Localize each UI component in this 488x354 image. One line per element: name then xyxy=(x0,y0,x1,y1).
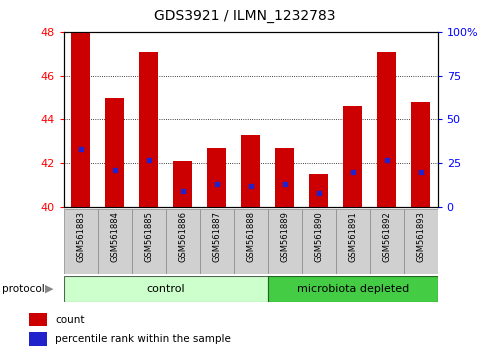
Bar xyxy=(139,52,158,207)
Text: GSM561885: GSM561885 xyxy=(144,211,153,262)
Bar xyxy=(275,148,293,207)
FancyBboxPatch shape xyxy=(199,209,233,274)
Text: GSM561886: GSM561886 xyxy=(178,211,187,262)
FancyBboxPatch shape xyxy=(98,209,131,274)
FancyBboxPatch shape xyxy=(131,209,165,274)
Text: control: control xyxy=(146,284,184,294)
FancyBboxPatch shape xyxy=(63,209,98,274)
FancyBboxPatch shape xyxy=(267,276,437,302)
Text: GSM561883: GSM561883 xyxy=(76,211,85,262)
Text: count: count xyxy=(55,315,84,325)
Bar xyxy=(241,135,260,207)
FancyBboxPatch shape xyxy=(301,209,335,274)
Text: ▶: ▶ xyxy=(45,284,53,294)
Text: percentile rank within the sample: percentile rank within the sample xyxy=(55,334,230,344)
Bar xyxy=(343,106,361,207)
Bar xyxy=(29,332,46,346)
FancyBboxPatch shape xyxy=(403,209,437,274)
FancyBboxPatch shape xyxy=(63,276,267,302)
Text: GDS3921 / ILMN_1232783: GDS3921 / ILMN_1232783 xyxy=(153,9,335,23)
Bar xyxy=(29,313,46,326)
Text: GSM561890: GSM561890 xyxy=(313,211,323,262)
Bar xyxy=(105,98,123,207)
FancyBboxPatch shape xyxy=(267,209,301,274)
Text: GSM561893: GSM561893 xyxy=(415,211,424,262)
FancyBboxPatch shape xyxy=(335,209,369,274)
Text: microbiota depleted: microbiota depleted xyxy=(296,284,408,294)
Text: GSM561888: GSM561888 xyxy=(245,211,255,262)
Bar xyxy=(207,148,225,207)
Text: protocol: protocol xyxy=(2,284,45,294)
Bar xyxy=(71,32,90,207)
Bar xyxy=(173,161,192,207)
Text: GSM561889: GSM561889 xyxy=(280,211,288,262)
Bar xyxy=(410,102,429,207)
FancyBboxPatch shape xyxy=(233,209,267,274)
Text: GSM561887: GSM561887 xyxy=(212,211,221,262)
FancyBboxPatch shape xyxy=(165,209,199,274)
Text: GSM561892: GSM561892 xyxy=(381,211,390,262)
Bar xyxy=(308,174,327,207)
FancyBboxPatch shape xyxy=(369,209,403,274)
Bar xyxy=(377,52,395,207)
Text: GSM561891: GSM561891 xyxy=(347,211,356,262)
Text: GSM561884: GSM561884 xyxy=(110,211,119,262)
